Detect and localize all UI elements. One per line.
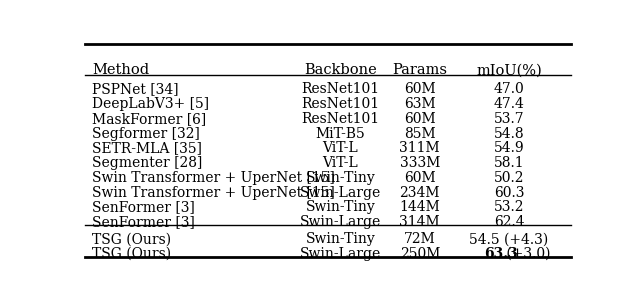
Text: 60.3: 60.3: [494, 186, 524, 200]
Text: Backbone: Backbone: [304, 64, 377, 78]
Text: Params: Params: [392, 64, 447, 78]
Text: Segformer [32]: Segformer [32]: [92, 127, 200, 141]
Text: 62.4: 62.4: [493, 215, 524, 229]
Text: 54.8: 54.8: [493, 127, 524, 141]
Text: DeepLabV3+ [5]: DeepLabV3+ [5]: [92, 97, 209, 111]
Text: 314M: 314M: [399, 215, 440, 229]
Text: Method: Method: [92, 64, 150, 78]
Text: 144M: 144M: [399, 200, 440, 214]
Text: 333M: 333M: [399, 156, 440, 170]
Text: 234M: 234M: [399, 186, 440, 200]
Text: ResNet101: ResNet101: [301, 97, 380, 111]
Text: Swin-Large: Swin-Large: [300, 247, 381, 261]
Text: MiT-B5: MiT-B5: [316, 127, 365, 141]
Text: 72M: 72M: [404, 232, 436, 246]
Text: Swin-Large: Swin-Large: [300, 186, 381, 200]
Text: 50.2: 50.2: [494, 171, 524, 185]
Text: Swin-Tiny: Swin-Tiny: [305, 200, 375, 214]
Text: ResNet101: ResNet101: [301, 82, 380, 96]
Text: ResNet101: ResNet101: [301, 112, 380, 126]
Text: 60M: 60M: [404, 112, 436, 126]
Text: 60M: 60M: [404, 171, 436, 185]
Text: 311M: 311M: [399, 141, 440, 155]
Text: 54.5 (+4.3): 54.5 (+4.3): [469, 232, 548, 246]
Text: Swin Transformer + UperNet [15]: Swin Transformer + UperNet [15]: [92, 171, 335, 185]
Text: SETR-MLA [35]: SETR-MLA [35]: [92, 141, 202, 155]
Text: TSG (Ours): TSG (Ours): [92, 232, 172, 246]
Text: 53.7: 53.7: [493, 112, 524, 126]
Text: Swin-Large: Swin-Large: [300, 215, 381, 229]
Text: Swin-Tiny: Swin-Tiny: [305, 232, 375, 246]
Text: TSG (Ours): TSG (Ours): [92, 247, 172, 261]
Text: 47.4: 47.4: [493, 97, 524, 111]
Text: 63.3: 63.3: [484, 247, 518, 261]
Text: 63M: 63M: [404, 97, 436, 111]
Text: Segmenter [28]: Segmenter [28]: [92, 156, 203, 170]
Text: 250M: 250M: [399, 247, 440, 261]
Text: 54.9: 54.9: [493, 141, 524, 155]
Text: PSPNet [34]: PSPNet [34]: [92, 82, 179, 96]
Text: 60M: 60M: [404, 82, 436, 96]
Text: Swin-Tiny: Swin-Tiny: [305, 171, 375, 185]
Text: 85M: 85M: [404, 127, 436, 141]
Text: MaskFormer [6]: MaskFormer [6]: [92, 112, 207, 126]
Text: SenFormer [3]: SenFormer [3]: [92, 200, 195, 214]
Text: (+3.0): (+3.0): [502, 247, 551, 261]
Text: 47.0: 47.0: [493, 82, 524, 96]
Text: ViT-L: ViT-L: [323, 141, 358, 155]
Text: ViT-L: ViT-L: [323, 156, 358, 170]
Text: Swin Transformer + UperNet [15]: Swin Transformer + UperNet [15]: [92, 186, 335, 200]
Text: mIoU(%): mIoU(%): [476, 64, 542, 78]
Text: 58.1: 58.1: [493, 156, 524, 170]
Text: 53.2: 53.2: [494, 200, 524, 214]
Text: SenFormer [3]: SenFormer [3]: [92, 215, 195, 229]
